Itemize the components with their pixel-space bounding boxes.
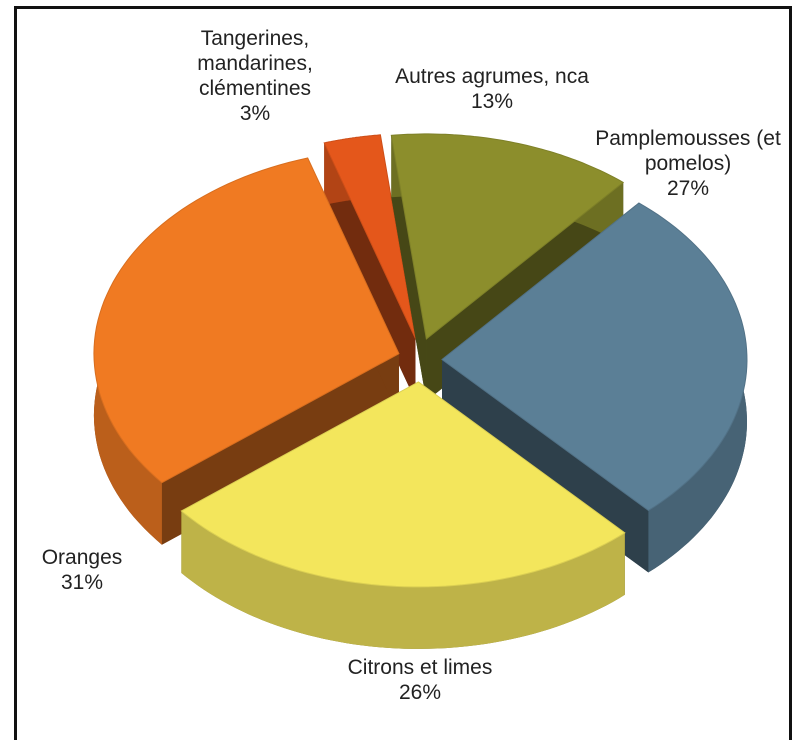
slice	[390, 133, 625, 401]
value-label: 26%	[398, 681, 442, 704]
slice	[180, 381, 626, 649]
slice	[441, 202, 748, 573]
slice-top	[323, 134, 416, 339]
slice-label: Pamplemousses (et pomelos) 27%	[593, 126, 783, 201]
slice-outer-wall	[181, 511, 625, 649]
value-label: 27%	[666, 177, 710, 200]
category-label: Oranges	[41, 546, 123, 569]
frame	[14, 6, 792, 740]
slice-top	[93, 157, 400, 484]
slice-top	[390, 133, 625, 340]
category-label: Citrons et limes	[347, 656, 493, 679]
category-label: Tangerines, mandarines, clémentines	[197, 27, 313, 100]
value-label: 31%	[60, 571, 104, 594]
slice-top	[180, 381, 626, 588]
slice-radial-wall	[391, 135, 427, 401]
slice-label: Citrons et limes 26%	[310, 655, 530, 705]
category-label: Autres agrumes, nca	[395, 65, 589, 88]
slice-top	[441, 202, 748, 512]
value-label: 3%	[239, 102, 271, 125]
slice-label: Tangerines, mandarines, clémentines 3%	[170, 26, 340, 126]
category-label: Pamplemousses (et pomelos)	[595, 127, 781, 175]
slice-label: Oranges 31%	[22, 545, 142, 595]
value-label: 13%	[470, 90, 514, 113]
slice	[93, 157, 400, 545]
slice-radial-wall	[324, 142, 416, 401]
slice-label: Autres agrumes, nca 13%	[362, 64, 622, 114]
